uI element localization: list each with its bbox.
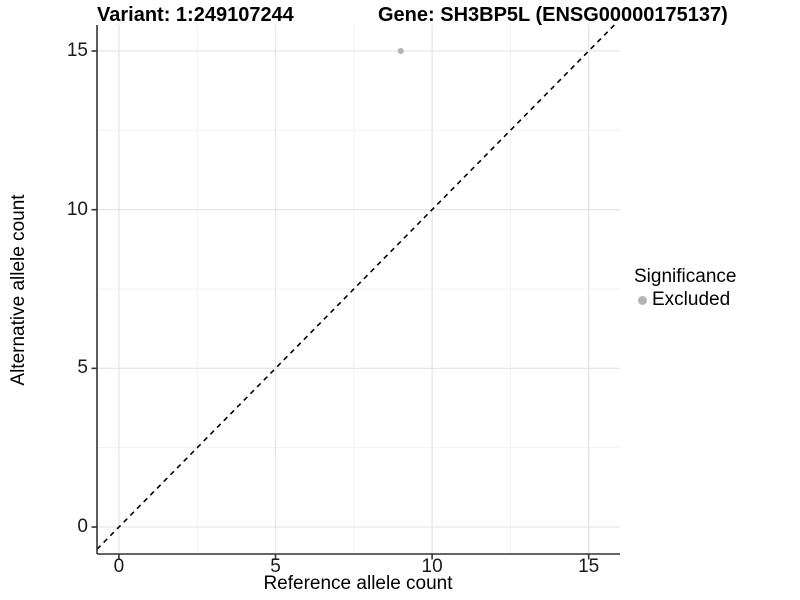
legend-item-excluded: Excluded — [634, 289, 736, 311]
y-tick-label: 15 — [66, 40, 88, 62]
x-axis-title: Reference allele count — [263, 573, 453, 594]
x-tick-label: 10 — [421, 556, 443, 577]
legend-point-icon — [638, 295, 647, 305]
legend: Significance Excluded — [634, 266, 736, 311]
y-tick-label: 5 — [77, 357, 88, 379]
identity-reference-line — [96, 24, 615, 550]
plot-title-variant: Variant: 1:249107244 — [97, 4, 294, 26]
plot-title-gene: Gene: SH3BP5L (ENSG00000175137) — [378, 4, 728, 26]
x-tick-label: 15 — [578, 556, 600, 577]
x-tick-label: 5 — [270, 556, 281, 577]
y-tick-label: 0 — [77, 516, 88, 538]
data-point — [397, 48, 404, 55]
y-tick-label: 10 — [66, 198, 88, 220]
legend-item-label: Excluded — [652, 289, 731, 310]
legend-title: Significance — [634, 266, 737, 287]
x-tick-label: 0 — [113, 556, 125, 577]
